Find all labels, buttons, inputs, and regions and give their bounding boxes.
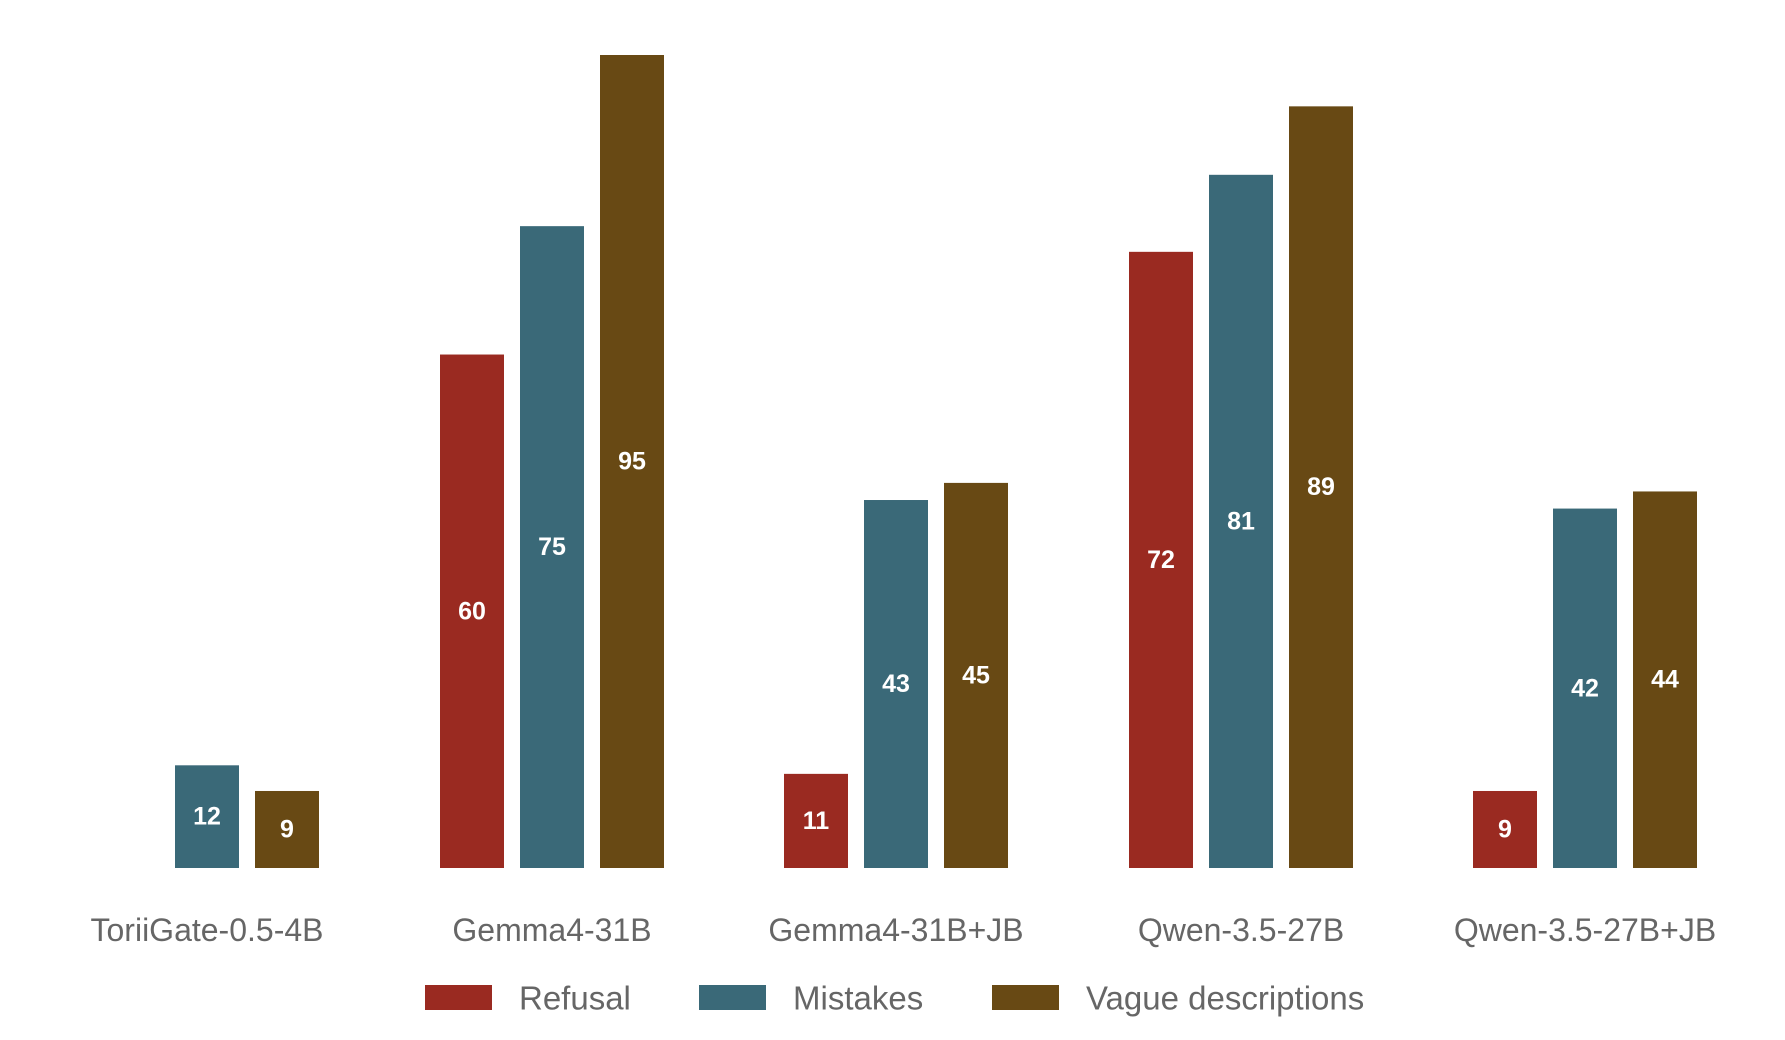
bar-gemma4-31b-jb-refusal xyxy=(784,773,848,868)
value-labels-layer: 12 9 60 75 95 11 43 45 72 81 89 9 42 44 xyxy=(193,448,1679,844)
value-label-toriigate-0-5-4b-mistakes: 12 xyxy=(193,803,221,831)
category-label-gemma4-31b: Gemma4-31B xyxy=(452,912,651,948)
value-label-qwen-3-5-27b-refusal: 72 xyxy=(1147,546,1175,574)
value-label-gemma4-31b-jb-vague-descriptions: 45 xyxy=(962,661,990,689)
bar-qwen-3-5-27b-mistakes xyxy=(1209,174,1273,868)
bar-gemma4-31b-vague-descriptions xyxy=(600,55,664,868)
value-label-qwen-3-5-27b-mistakes: 81 xyxy=(1227,507,1255,535)
value-label-gemma4-31b-refusal: 60 xyxy=(458,597,486,625)
value-label-qwen-3-5-27b-jb-mistakes: 42 xyxy=(1571,674,1599,702)
legend-label-vague-descriptions: Vague descriptions xyxy=(1086,980,1364,1017)
legend-label-refusal: Refusal xyxy=(519,980,631,1017)
bar-qwen-3-5-27b-jb-refusal xyxy=(1473,790,1537,868)
bars-layer xyxy=(175,55,1697,869)
bar-qwen-3-5-27b-jb-vague-descriptions xyxy=(1633,491,1697,868)
bar-qwen-3-5-27b-jb-mistakes xyxy=(1553,508,1617,868)
value-label-qwen-3-5-27b-jb-vague-descriptions: 44 xyxy=(1651,666,1679,694)
category-label-qwen-3-5-27b: Qwen-3.5-27B xyxy=(1138,912,1344,948)
value-label-qwen-3-5-27b-jb-refusal: 9 xyxy=(1498,815,1512,843)
bar-toriigate-0-5-4b-mistakes xyxy=(175,765,239,868)
value-label-gemma4-31b-mistakes: 75 xyxy=(538,533,566,561)
value-label-gemma4-31b-jb-refusal: 11 xyxy=(803,807,830,835)
category-label-qwen-3-5-27b-jb: Qwen-3.5-27B+JB xyxy=(1454,912,1716,948)
category-label-gemma4-31b-jb: Gemma4-31B+JB xyxy=(768,912,1023,948)
bar-gemma4-31b-jb-mistakes xyxy=(864,500,928,868)
value-label-toriigate-0-5-4b-vague-descriptions: 9 xyxy=(280,815,294,843)
value-label-qwen-3-5-27b-vague-descriptions: 89 xyxy=(1307,473,1335,501)
bar-toriigate-0-5-4b-vague-descriptions xyxy=(255,790,319,868)
bar-gemma4-31b-mistakes xyxy=(520,226,584,868)
legend: Refusal Mistakes Vague descriptions xyxy=(425,980,1364,1017)
legend-swatch-mistakes xyxy=(699,985,766,1010)
value-label-gemma4-31b-jb-mistakes: 43 xyxy=(882,670,910,698)
bar-qwen-3-5-27b-refusal xyxy=(1129,251,1193,869)
category-labels-layer: ToriiGate-0.5-4B Gemma4-31B Gemma4-31B+JB Q… xyxy=(91,912,1717,948)
bar-gemma4-31b-jb-vague-descriptions xyxy=(944,482,1008,868)
bar-gemma4-31b-refusal xyxy=(440,354,504,868)
value-label-gemma4-31b-vague-descriptions: 95 xyxy=(618,448,646,476)
category-label-toriigate-0-5-4b: ToriiGate-0.5-4B xyxy=(91,912,324,948)
legend-swatch-refusal xyxy=(425,985,492,1010)
bar-qwen-3-5-27b-vague-descriptions xyxy=(1289,106,1353,869)
legend-swatch-vague-descriptions xyxy=(992,985,1059,1010)
legend-label-mistakes: Mistakes xyxy=(793,980,923,1017)
